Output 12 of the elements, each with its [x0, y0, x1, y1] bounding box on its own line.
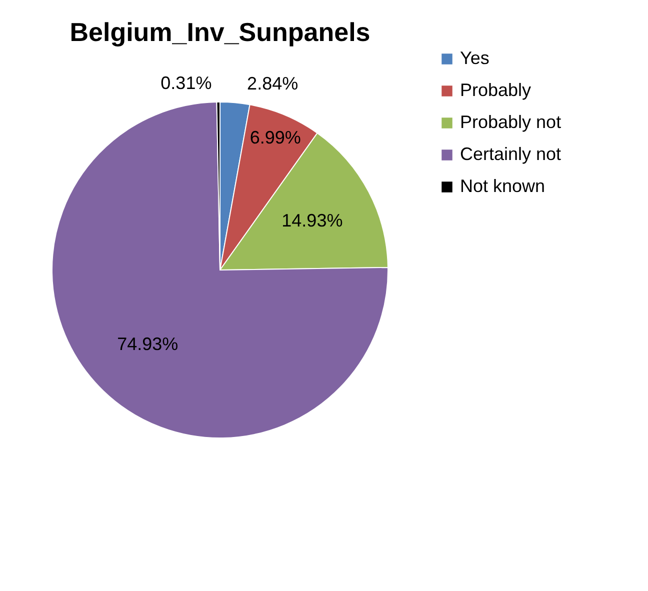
pie-slice	[52, 102, 388, 438]
data-label: 0.31%	[160, 73, 212, 94]
legend-label: Yes	[460, 48, 490, 68]
legend-label: Probably not	[460, 112, 562, 132]
legend-label: Not known	[460, 176, 546, 196]
legend-label: Probably	[460, 80, 532, 100]
data-label: 6.99%	[250, 127, 301, 148]
data-label: 14.93%	[282, 210, 343, 231]
data-label: 74.93%	[117, 334, 178, 354]
chart-title: Belgium_Inv_Sunpanels	[70, 17, 370, 47]
legend-label: Certainly not	[460, 144, 562, 164]
data-label: 2.84%	[247, 74, 298, 94]
